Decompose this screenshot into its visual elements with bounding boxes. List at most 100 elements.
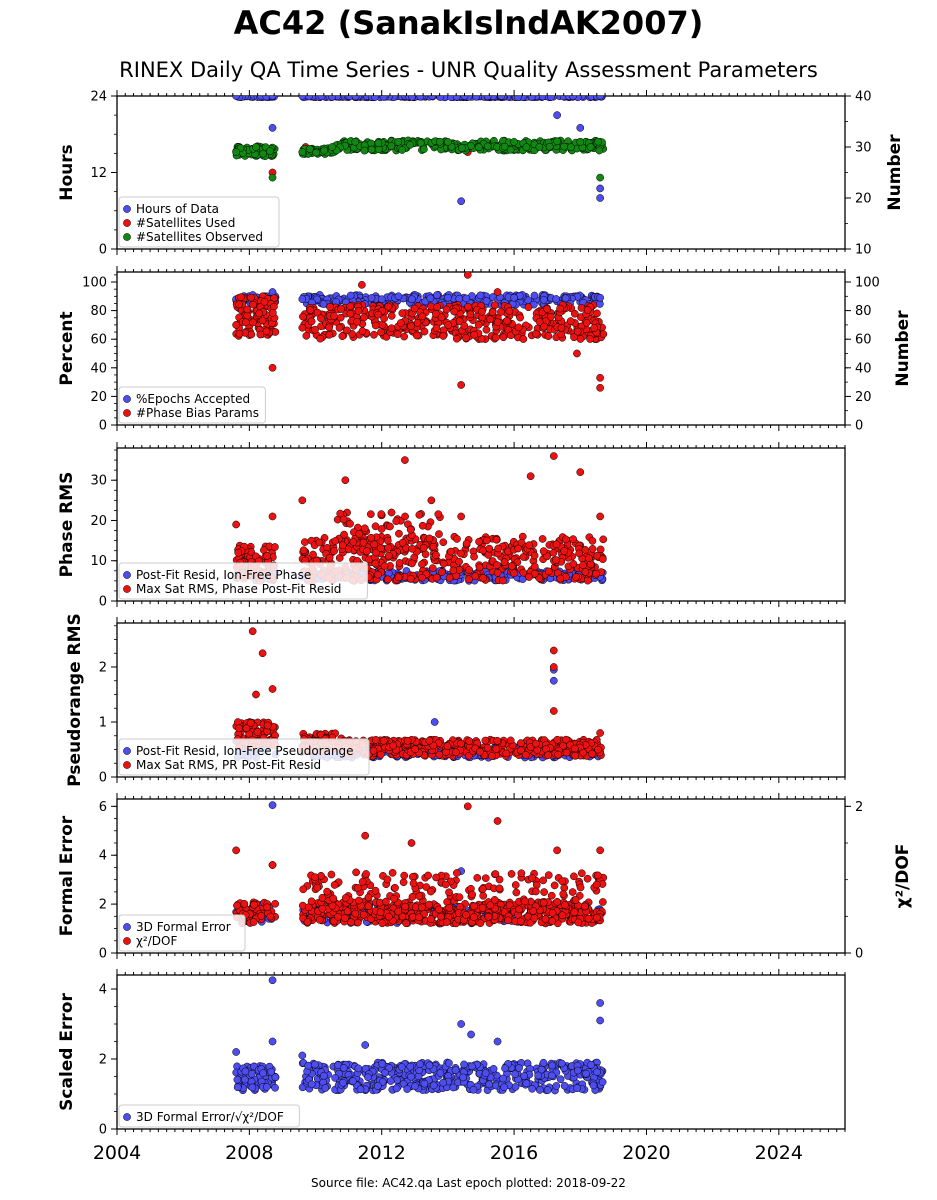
data-point	[444, 321, 453, 329]
data-point	[367, 294, 376, 302]
data-point	[433, 303, 442, 311]
data-point	[389, 741, 398, 750]
data-point	[531, 329, 540, 338]
data-point	[497, 308, 505, 316]
data-point	[557, 330, 565, 339]
data-point	[242, 724, 251, 733]
data-point	[514, 323, 523, 332]
data-point	[485, 544, 494, 553]
data-point	[374, 570, 382, 579]
data-point	[351, 96, 360, 101]
data-point	[260, 297, 269, 306]
data-point	[298, 295, 307, 304]
data-point	[413, 331, 421, 340]
data-point	[435, 137, 444, 146]
data-point	[453, 535, 461, 543]
data-point	[549, 452, 558, 460]
data-point	[547, 312, 555, 321]
data-point	[387, 142, 396, 150]
data-point	[237, 293, 245, 302]
data-point	[338, 541, 347, 550]
data-point	[380, 562, 389, 570]
data-point	[437, 313, 446, 322]
y2-tick-label: 2	[855, 800, 863, 815]
data-point	[445, 574, 454, 582]
data-point	[374, 139, 383, 147]
data-point	[507, 562, 516, 571]
data-point	[444, 293, 452, 302]
data-point	[525, 573, 533, 581]
data-point	[553, 735, 562, 744]
data-point	[418, 521, 427, 530]
data-point	[233, 901, 241, 910]
data-point	[566, 317, 575, 325]
data-point	[315, 538, 324, 547]
data-point	[378, 919, 387, 928]
data-point	[486, 315, 495, 324]
y-tick-label: 30	[90, 474, 107, 489]
data-point	[326, 303, 334, 311]
y-axis-title: Pseudorange RMS	[65, 613, 85, 787]
data-point	[387, 508, 396, 517]
data-point	[493, 568, 502, 577]
data-point	[235, 724, 243, 733]
data-point	[313, 308, 322, 317]
data-point	[547, 96, 555, 101]
data-point	[474, 320, 483, 329]
data-point	[430, 718, 439, 726]
y-tick-label: 80	[90, 304, 107, 319]
data-point	[330, 312, 338, 320]
data-point	[464, 302, 472, 311]
data-point	[596, 293, 604, 302]
y-tick-label: 0	[99, 947, 107, 962]
y-tick-label: 0	[99, 243, 107, 258]
data-point	[268, 96, 277, 100]
data-point	[298, 496, 307, 505]
data-point	[377, 544, 385, 552]
data-point	[460, 96, 469, 100]
data-point	[557, 324, 566, 332]
data-point	[442, 305, 451, 314]
data-point	[346, 291, 355, 300]
data-point	[416, 139, 425, 147]
data-point	[433, 291, 441, 299]
data-point	[298, 96, 307, 100]
data-point	[407, 322, 415, 330]
data-point	[442, 918, 451, 927]
y2-tick-label: 100	[855, 276, 880, 291]
data-point	[593, 309, 601, 318]
legend-box	[118, 738, 370, 776]
y-tick-label: 0	[99, 419, 107, 434]
data-point	[582, 319, 591, 327]
data-point	[317, 314, 325, 323]
data-point	[316, 334, 325, 343]
data-point	[571, 751, 580, 760]
data-point	[503, 316, 511, 325]
data-point	[530, 562, 539, 571]
data-point	[263, 903, 271, 912]
data-point	[346, 302, 355, 311]
data-point	[452, 334, 461, 343]
data-point	[336, 509, 345, 518]
y-tick-label: 6	[99, 800, 107, 815]
data-point	[452, 96, 461, 101]
data-point	[570, 309, 579, 318]
data-point	[460, 321, 469, 330]
y2-tick-label: 40	[855, 90, 872, 105]
legend-marker	[123, 233, 131, 241]
data-point	[248, 627, 257, 636]
data-point	[552, 556, 560, 564]
data-point	[500, 558, 509, 567]
data-point	[234, 548, 243, 557]
data-point	[457, 512, 465, 521]
data-point	[407, 295, 416, 304]
data-point	[552, 540, 561, 549]
data-point	[569, 96, 577, 100]
data-point	[234, 718, 242, 726]
legend-marker	[123, 571, 131, 579]
data-point	[535, 317, 544, 326]
data-point	[383, 536, 392, 545]
data-point	[497, 96, 506, 100]
data-point	[307, 317, 316, 326]
data-point	[232, 321, 240, 329]
